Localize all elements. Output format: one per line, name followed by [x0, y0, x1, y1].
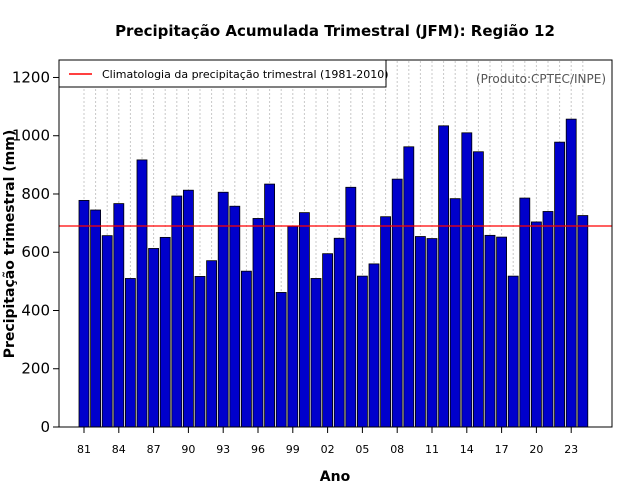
- bar-1996: [252, 218, 264, 428]
- y-tick-label: 1200: [12, 68, 50, 86]
- bar-2007: [380, 216, 392, 428]
- bar-1997: [264, 183, 276, 428]
- y-tick-label: 0: [40, 418, 50, 436]
- y-tick-label: 600: [21, 243, 50, 261]
- bar-1993: [217, 191, 229, 428]
- bar-2009: [403, 146, 415, 428]
- legend-climatology-label: Climatologia da precipitação trimestral …: [102, 68, 389, 81]
- bar-2013: [449, 198, 461, 428]
- bar-2024: [577, 215, 589, 428]
- bar-2018: [507, 275, 519, 428]
- y-axis-label: Precipitação trimestral (mm): [2, 130, 18, 358]
- bar-2010: [414, 236, 426, 428]
- bar-2000: [298, 212, 310, 428]
- bar-2001: [310, 278, 322, 428]
- y-axis: 0 200 400 600 800 1000 1200: [12, 68, 59, 436]
- x-tick-label: 20: [529, 443, 543, 456]
- bar-1984: [113, 203, 125, 428]
- bars: [78, 118, 589, 428]
- bar-2014: [461, 132, 473, 428]
- x-tick-label: 14: [460, 443, 474, 456]
- bar-1998: [275, 292, 287, 428]
- bar-2015: [472, 151, 484, 428]
- bar-1989: [171, 195, 183, 428]
- bar-1995: [240, 270, 252, 428]
- bar-1992: [206, 260, 218, 428]
- x-axis-label: Ano: [320, 469, 351, 485]
- legend: Climatologia da precipitação trimestral …: [58, 59, 389, 88]
- bar-2017: [496, 236, 508, 428]
- x-tick-label: 93: [216, 443, 230, 456]
- legend-box: [58, 59, 387, 88]
- x-tick-label: 99: [286, 443, 300, 456]
- x-tick-label: 08: [390, 443, 404, 456]
- bar-2020: [531, 221, 542, 428]
- chart-title: Precipitação Acumulada Trimestral (JFM):…: [115, 22, 555, 40]
- bar-2012: [438, 125, 450, 428]
- x-tick-label: 02: [321, 443, 335, 456]
- bar-1983: [101, 235, 113, 428]
- x-tick-label: 84: [112, 443, 126, 456]
- bar-2006: [368, 263, 380, 428]
- bar-2004: [345, 186, 357, 428]
- x-tick-label: 87: [147, 443, 161, 456]
- x-tick-label: 96: [251, 443, 265, 456]
- bar-2008: [391, 178, 403, 428]
- bar-2003: [333, 237, 345, 428]
- y-tick-label: 800: [21, 185, 50, 203]
- x-tick-label: 23: [564, 443, 578, 456]
- bar-2002: [322, 253, 334, 428]
- y-tick-label: 400: [21, 301, 50, 319]
- credit-text: (Produto:CPTEC/INPE): [476, 72, 606, 86]
- bar-1991: [194, 276, 206, 428]
- bar-2023: [565, 118, 577, 428]
- x-tick-label: 90: [181, 443, 195, 456]
- bar-1986: [136, 159, 148, 428]
- bar-1988: [159, 236, 171, 428]
- bar-2022: [554, 141, 565, 428]
- bar-2021: [542, 211, 554, 428]
- x-tick-label: 81: [77, 443, 91, 456]
- bar-2005: [356, 275, 368, 428]
- bar-2011: [426, 238, 438, 428]
- bar-2019: [519, 197, 531, 428]
- y-tick-label: 200: [21, 360, 50, 378]
- x-tick-label: 17: [495, 443, 509, 456]
- bar-1999: [287, 225, 299, 428]
- x-axis: 81 84 87 90 93 96 99 02 05 08 11 14 17 20 23: [77, 427, 578, 456]
- bar-1994: [229, 205, 241, 428]
- y-tick-label: 1000: [12, 127, 50, 145]
- x-tick-label: 11: [425, 443, 439, 456]
- bar-1985: [125, 278, 136, 428]
- bar-2016: [484, 234, 496, 428]
- x-tick-label: 05: [355, 443, 369, 456]
- bar-1981: [78, 199, 90, 428]
- bar-1987: [148, 248, 160, 428]
- bar-1982: [90, 209, 101, 428]
